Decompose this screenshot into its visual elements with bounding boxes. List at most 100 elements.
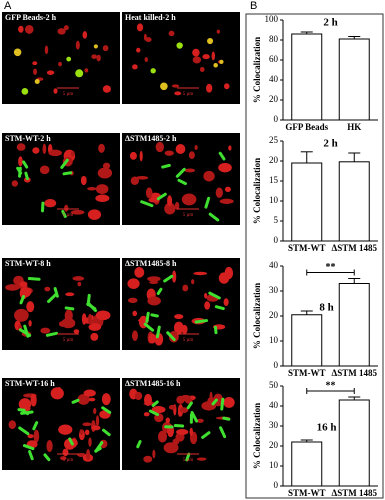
red-cell [168, 30, 175, 37]
y-tick-label: 80 [269, 34, 279, 44]
red-cell [33, 68, 38, 75]
scale-label: 5 µm [183, 338, 194, 343]
green-bacterium [32, 421, 39, 431]
green-bacterium [22, 444, 35, 451]
green-bacterium [175, 167, 186, 178]
green-bacterium [41, 201, 45, 213]
y-axis-label: % Colocalization [252, 283, 262, 349]
panel-a-label: A [4, 0, 12, 12]
red-cell [189, 427, 193, 436]
green-bacterium [47, 292, 58, 303]
y-tick-label: 20 [269, 440, 279, 450]
red-cell [5, 284, 20, 291]
micrograph-label: STM-WT-2 h [5, 134, 51, 143]
red-cell [86, 449, 91, 461]
red-cell [128, 297, 138, 304]
red-cell [136, 47, 141, 53]
red-cell [18, 25, 24, 33]
red-cell [155, 141, 165, 153]
red-cell [44, 199, 57, 208]
y-tick-label: 0 [274, 480, 279, 490]
chart-title: 2 h [323, 138, 337, 150]
significance-label: ** [326, 380, 336, 391]
red-cell [148, 333, 157, 344]
red-cell [58, 320, 67, 327]
red-cell [174, 314, 184, 320]
scale-label: 5 µm [63, 458, 74, 463]
red-cell [145, 187, 153, 199]
red-cell [151, 406, 166, 414]
red-cell [202, 54, 210, 60]
green-bacterium [102, 428, 111, 437]
red-cell [88, 397, 96, 402]
micrograph-label: Heat killed-2 h [125, 13, 176, 22]
red-cell [223, 298, 229, 306]
significance-label: ** [326, 262, 336, 273]
scale-label: 5 µm [183, 213, 194, 218]
scale-label: 5 µm [183, 92, 194, 97]
green-bacterium [27, 277, 41, 281]
red-cell [102, 85, 111, 93]
y-tick-label: 40 [269, 74, 279, 84]
red-cell [145, 37, 152, 43]
green-bacterium [140, 200, 154, 208]
red-cell [149, 280, 159, 284]
micrograph [122, 378, 240, 470]
green-bead [213, 62, 218, 68]
red-cell [20, 287, 32, 298]
y-tick-label: 5 [274, 215, 279, 225]
red-cell [147, 296, 161, 306]
y-tick-label: 0 [274, 360, 279, 370]
red-cell [44, 286, 51, 292]
red-cell [84, 429, 90, 436]
red-cell [33, 429, 40, 443]
red-cell [60, 456, 67, 461]
red-cell [63, 25, 69, 31]
panel-b-frame [245, 13, 384, 499]
red-cell [147, 276, 161, 282]
red-cell [168, 404, 176, 410]
red-cell [46, 439, 53, 453]
green-bacterium [220, 397, 225, 411]
y-tick-label: 25 [269, 135, 279, 145]
green-bacterium [94, 446, 102, 453]
red-cell [87, 209, 102, 220]
red-cell [88, 323, 102, 331]
red-cell [82, 422, 92, 427]
green-bacterium [161, 163, 171, 169]
red-cell [192, 56, 202, 64]
scale-label: 5 µm [63, 92, 74, 97]
red-cell [79, 429, 84, 435]
red-cell [64, 204, 69, 212]
red-cell [132, 64, 138, 70]
red-cell [102, 45, 109, 52]
green-bead [219, 59, 224, 65]
y-axis-label: % Colocalization [252, 403, 262, 469]
red-cell [97, 167, 113, 179]
green-bead [13, 48, 22, 57]
y-tick-label: 60 [269, 54, 279, 64]
green-bead [207, 38, 214, 45]
y-tick-label: 50 [269, 380, 279, 390]
red-cell [168, 330, 179, 343]
green-bacterium [222, 416, 231, 421]
red-cell [57, 28, 66, 35]
x-tick-label: ΔSTM 1485 [332, 368, 378, 378]
red-cell [204, 292, 208, 299]
red-cell [70, 150, 75, 157]
red-cell [182, 284, 189, 292]
green-bacterium [194, 319, 209, 324]
bar [291, 162, 323, 242]
green-bacterium [150, 313, 159, 318]
red-cell [16, 143, 26, 151]
green-bacterium [208, 291, 221, 300]
green-bacterium [214, 305, 225, 311]
red-cell [129, 151, 137, 160]
red-cell [204, 301, 211, 310]
chart-title: 8 h [319, 302, 333, 314]
micrograph-label: ΔSTM1485-2 h [125, 134, 177, 143]
green-bacterium [18, 328, 32, 337]
red-cell [58, 424, 73, 435]
red-cell [62, 448, 69, 457]
green-bead [66, 56, 72, 62]
